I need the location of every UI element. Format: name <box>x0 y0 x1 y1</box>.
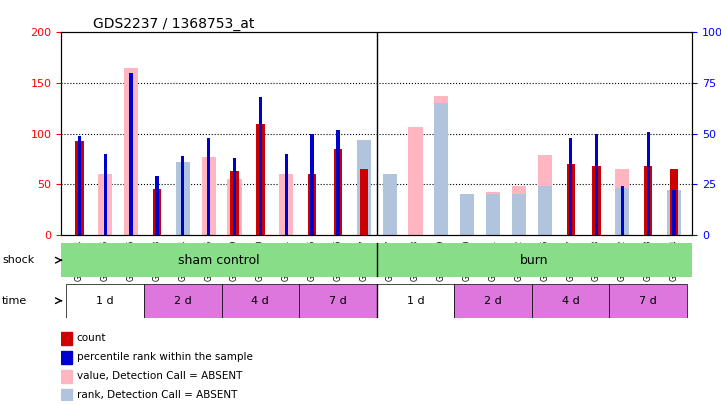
Text: shock: shock <box>2 255 35 265</box>
Bar <box>61 388 72 402</box>
Bar <box>383 174 397 235</box>
Bar <box>357 177 371 235</box>
Bar <box>176 174 190 235</box>
Text: GDS2237 / 1368753_at: GDS2237 / 1368753_at <box>93 17 255 31</box>
Bar <box>609 284 687 318</box>
Bar <box>538 186 552 235</box>
Bar <box>486 192 500 235</box>
Bar <box>75 141 84 235</box>
Bar <box>434 103 448 235</box>
Bar <box>227 179 242 235</box>
Bar <box>155 176 159 235</box>
Text: percentile rank within the sample: percentile rank within the sample <box>76 352 252 362</box>
Bar <box>434 96 448 235</box>
Text: 2 d: 2 d <box>485 296 502 306</box>
Bar <box>78 136 81 235</box>
Bar <box>644 166 653 235</box>
Text: value, Detection Call = ABSENT: value, Detection Call = ABSENT <box>76 371 242 381</box>
Text: count: count <box>76 333 106 343</box>
Bar <box>104 154 107 235</box>
Text: rank, Detection Call = ABSENT: rank, Detection Call = ABSENT <box>76 390 237 400</box>
Bar <box>615 169 629 235</box>
Bar <box>647 132 650 235</box>
Bar <box>202 157 216 235</box>
Bar <box>231 171 239 235</box>
Text: time: time <box>2 296 27 305</box>
Text: burn: burn <box>520 254 549 267</box>
Text: 2 d: 2 d <box>174 296 192 306</box>
Bar <box>408 126 423 235</box>
Text: 1 d: 1 d <box>407 296 425 306</box>
Bar <box>153 190 161 235</box>
Bar <box>61 370 72 383</box>
Bar <box>144 284 221 318</box>
Bar <box>61 243 377 277</box>
Bar <box>615 188 629 235</box>
Bar <box>61 332 72 345</box>
Bar <box>512 186 526 235</box>
Bar <box>360 169 368 235</box>
Bar <box>279 174 293 235</box>
Bar <box>334 149 342 235</box>
Bar <box>454 284 532 318</box>
Text: 4 d: 4 d <box>252 296 269 306</box>
Bar <box>124 68 138 235</box>
Bar <box>567 164 575 235</box>
Bar <box>256 124 265 235</box>
Bar <box>259 97 262 235</box>
Bar <box>569 138 572 235</box>
Bar <box>667 190 681 235</box>
Bar <box>98 174 112 235</box>
Bar <box>311 134 314 235</box>
Text: 1 d: 1 d <box>97 296 114 306</box>
Bar <box>377 243 692 277</box>
Bar <box>66 284 144 318</box>
Text: sham control: sham control <box>178 254 260 267</box>
Bar <box>512 194 526 235</box>
Text: 7 d: 7 d <box>640 296 657 306</box>
Bar <box>673 190 676 235</box>
Text: 7 d: 7 d <box>329 296 347 306</box>
Bar <box>285 154 288 235</box>
Bar <box>221 284 299 318</box>
Bar <box>233 158 236 235</box>
Bar <box>207 138 211 235</box>
Bar <box>621 186 624 235</box>
Bar <box>538 155 552 235</box>
Bar <box>593 166 601 235</box>
Bar <box>308 174 317 235</box>
Bar <box>377 284 454 318</box>
Bar <box>299 284 377 318</box>
Bar <box>670 169 678 235</box>
Bar <box>595 134 598 235</box>
Bar <box>486 194 500 235</box>
Bar <box>383 179 397 235</box>
Bar <box>61 351 72 364</box>
Bar <box>532 284 609 318</box>
Bar <box>336 130 340 235</box>
Bar <box>460 205 474 235</box>
Bar <box>460 194 474 235</box>
Bar <box>176 162 190 235</box>
Bar <box>181 156 185 235</box>
Bar <box>357 140 371 235</box>
Bar <box>129 73 133 235</box>
Text: 4 d: 4 d <box>562 296 580 306</box>
